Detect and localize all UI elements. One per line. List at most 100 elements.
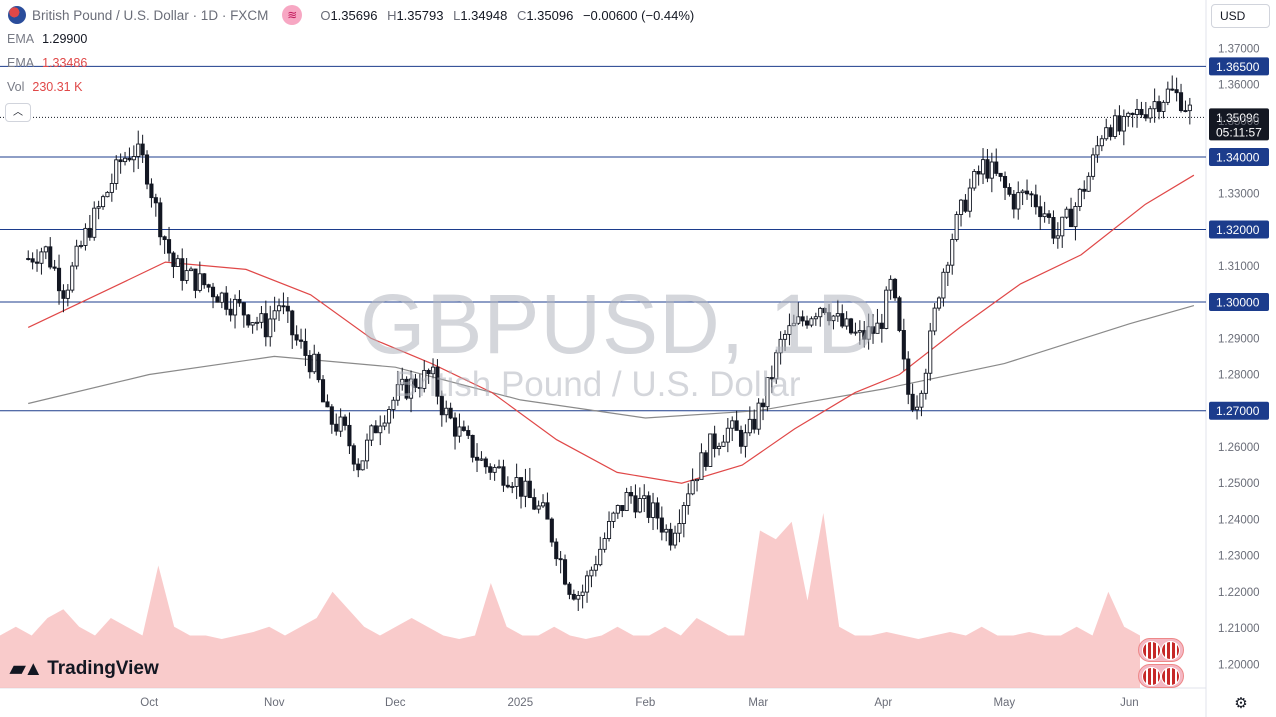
candle-body	[188, 268, 194, 272]
ema-fast-line	[27, 174, 1195, 484]
candle-body	[470, 434, 475, 458]
candle-body	[474, 456, 480, 461]
price-level-badge-3	[1209, 293, 1269, 312]
candle-body	[1051, 217, 1056, 239]
candle-body	[1029, 193, 1034, 196]
y-tick-9: 1.24000	[1218, 514, 1260, 526]
gbp-flag-badge	[1138, 638, 1184, 662]
candle-body	[954, 214, 959, 240]
candle-body	[171, 252, 176, 267]
candle-body	[848, 318, 854, 334]
candle-body	[650, 502, 656, 518]
y-tick-0: 1.37000	[1218, 43, 1260, 55]
candle-body	[589, 569, 594, 577]
candle-body	[545, 502, 550, 520]
chevron-up-icon[interactable]: ︿	[5, 103, 31, 122]
candle-body	[1187, 104, 1192, 112]
candle-body	[527, 480, 532, 499]
symbol-title[interactable]: British Pound / U.S. Dollar · 1D · FXCM	[32, 7, 269, 23]
price-level-label-1: 1.34000	[1216, 151, 1260, 165]
candle-body	[518, 477, 524, 497]
candle-body	[360, 460, 365, 471]
compare-icon[interactable]: ≋	[282, 5, 303, 25]
candle-body	[254, 321, 260, 324]
candle-body	[963, 199, 968, 212]
settings-gear-icon[interactable]: ⚙	[1234, 695, 1248, 712]
close-value: 1.35096	[526, 7, 574, 23]
candle-body	[197, 273, 202, 291]
candle-body	[131, 156, 136, 161]
candle-body	[144, 154, 150, 185]
candle-body	[945, 264, 950, 273]
candle-body	[400, 378, 405, 386]
indicator-ema-slow[interactable]: EMA 1.29900	[7, 32, 88, 46]
candle-body	[351, 445, 356, 465]
candle-body	[747, 418, 752, 434]
candle-body	[175, 258, 180, 267]
tradingview-logo[interactable]: ▰▲ TradingView	[10, 656, 159, 681]
candle-body	[56, 267, 62, 292]
candle-body	[787, 325, 792, 335]
candle-body	[936, 297, 942, 309]
candle-body	[61, 290, 66, 299]
candle-body	[853, 331, 858, 334]
x-tick-2: Dec	[385, 697, 406, 709]
candle-body	[523, 480, 528, 497]
candle-body	[967, 187, 972, 212]
candle-body	[444, 407, 449, 416]
candle-body	[756, 402, 761, 430]
candle-body	[395, 384, 400, 401]
candle-body	[514, 477, 519, 487]
y-tick-7: 1.26000	[1218, 442, 1260, 454]
candle-body	[184, 270, 189, 281]
candle-body	[263, 313, 268, 338]
candle-body	[100, 196, 106, 208]
candle-body	[914, 406, 920, 411]
indicator-ema-fast[interactable]: EMA 1.33486	[7, 56, 88, 70]
candle-body	[628, 492, 634, 497]
candle-body	[844, 318, 849, 327]
candle-body	[210, 286, 216, 298]
candle-body	[439, 395, 444, 416]
candle-body	[532, 497, 537, 510]
candle-body	[1152, 101, 1157, 110]
candle-body	[1117, 115, 1122, 132]
candle-body	[950, 239, 955, 266]
candle-body	[492, 466, 497, 473]
candle-body	[694, 478, 700, 482]
candle-body	[320, 379, 326, 403]
candle-body	[672, 532, 678, 546]
candle-body	[241, 302, 246, 316]
candle-body	[114, 159, 119, 184]
x-tick-5: Mar	[748, 697, 768, 709]
price-level-label-4: 1.27000	[1216, 404, 1260, 418]
candle-body	[941, 271, 946, 299]
candle-body	[479, 458, 484, 461]
last-price-badge	[1209, 108, 1269, 141]
candle-body	[1148, 108, 1153, 119]
candle-body	[140, 143, 145, 156]
candle-body	[1165, 88, 1170, 103]
candle-body	[571, 593, 576, 600]
candle-body	[906, 358, 911, 395]
y-tick-2: 1.35000	[1218, 116, 1260, 128]
candle-body	[985, 159, 990, 179]
candle-body	[994, 161, 999, 174]
candle-body	[972, 171, 977, 189]
candle-body	[1024, 190, 1030, 195]
candle-body	[162, 236, 167, 241]
candle-body	[1090, 154, 1096, 177]
candle-body	[356, 463, 361, 471]
candle-body	[369, 425, 374, 441]
candle-body	[791, 322, 796, 327]
candle-body	[378, 425, 383, 434]
indicator-volume[interactable]: Vol 230.31 K	[7, 80, 83, 94]
candle-body	[611, 512, 616, 522]
y-tick-13: 1.20000	[1218, 659, 1260, 671]
candle-body	[699, 452, 704, 480]
currency-button[interactable]: USD	[1211, 4, 1270, 28]
y-tick-11: 1.22000	[1218, 587, 1260, 599]
price-level-badge-4	[1209, 401, 1269, 420]
candle-body	[334, 423, 339, 432]
